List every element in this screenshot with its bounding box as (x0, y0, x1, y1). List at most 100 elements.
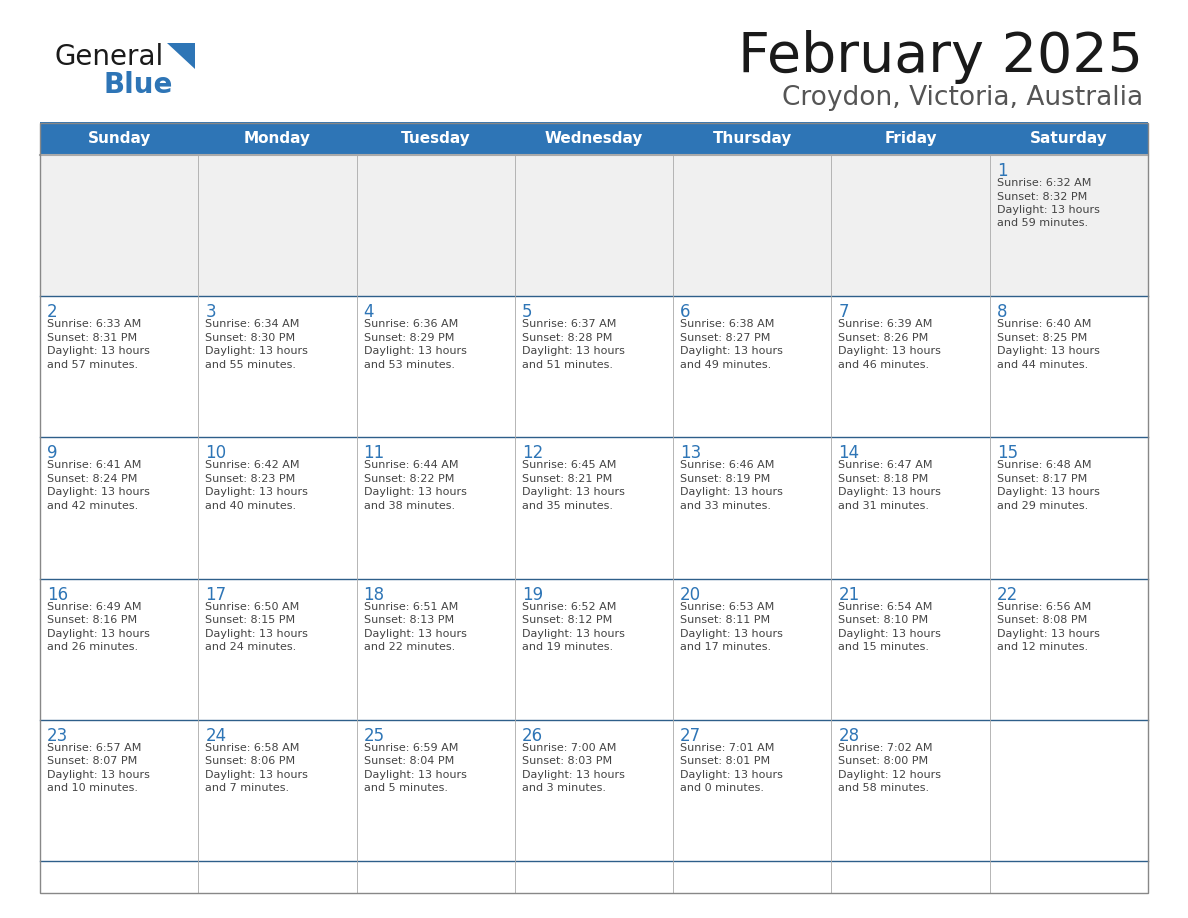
Text: Sunrise: 6:37 AM: Sunrise: 6:37 AM (522, 319, 617, 330)
Bar (514, 155, 674, 297)
Text: Daylight: 13 hours: Daylight: 13 hours (522, 346, 625, 356)
Text: Sunset: 8:25 PM: Sunset: 8:25 PM (997, 332, 1087, 342)
Text: Daylight: 13 hours: Daylight: 13 hours (997, 346, 1100, 356)
Bar (356, 155, 514, 297)
Text: 10: 10 (206, 444, 227, 463)
Text: 9: 9 (48, 444, 57, 463)
Text: Sunset: 8:31 PM: Sunset: 8:31 PM (48, 332, 137, 342)
Text: and 12 minutes.: and 12 minutes. (997, 642, 1088, 652)
Text: and 7 minutes.: and 7 minutes. (206, 783, 290, 793)
Text: Daylight: 13 hours: Daylight: 13 hours (206, 629, 308, 639)
Bar (40, 297, 198, 437)
Bar (514, 578, 674, 720)
Text: Sunset: 8:12 PM: Sunset: 8:12 PM (522, 615, 612, 625)
Bar (832, 578, 990, 720)
Bar (198, 578, 356, 720)
Text: Sunset: 8:03 PM: Sunset: 8:03 PM (522, 756, 612, 767)
Text: Sunrise: 6:46 AM: Sunrise: 6:46 AM (681, 461, 775, 470)
Text: 22: 22 (997, 586, 1018, 604)
Text: Sunset: 8:04 PM: Sunset: 8:04 PM (364, 756, 454, 767)
Text: Sunrise: 6:41 AM: Sunrise: 6:41 AM (48, 461, 141, 470)
Text: Sunset: 8:30 PM: Sunset: 8:30 PM (206, 332, 296, 342)
Text: Sunset: 8:24 PM: Sunset: 8:24 PM (48, 474, 138, 484)
Bar (356, 720, 514, 861)
Text: Sunset: 8:17 PM: Sunset: 8:17 PM (997, 474, 1087, 484)
Bar (832, 155, 990, 297)
Text: Sunset: 8:28 PM: Sunset: 8:28 PM (522, 332, 612, 342)
Bar (990, 297, 1148, 437)
Text: 21: 21 (839, 586, 860, 604)
Text: Daylight: 13 hours: Daylight: 13 hours (206, 346, 308, 356)
Text: and 15 minutes.: and 15 minutes. (839, 642, 929, 652)
Text: Sunrise: 6:56 AM: Sunrise: 6:56 AM (997, 601, 1091, 611)
Text: Sunrise: 6:40 AM: Sunrise: 6:40 AM (997, 319, 1091, 330)
Text: Sunrise: 6:36 AM: Sunrise: 6:36 AM (364, 319, 457, 330)
Bar (40, 123, 1148, 155)
Text: and 44 minutes.: and 44 minutes. (997, 360, 1088, 370)
Text: Sunrise: 6:48 AM: Sunrise: 6:48 AM (997, 461, 1092, 470)
Text: Daylight: 13 hours: Daylight: 13 hours (364, 487, 467, 498)
Bar (356, 437, 514, 578)
Text: 5: 5 (522, 303, 532, 321)
Bar (198, 155, 356, 297)
Text: and 58 minutes.: and 58 minutes. (839, 783, 929, 793)
Text: Sunrise: 6:39 AM: Sunrise: 6:39 AM (839, 319, 933, 330)
Text: and 59 minutes.: and 59 minutes. (997, 218, 1088, 229)
Text: Sunset: 8:07 PM: Sunset: 8:07 PM (48, 756, 138, 767)
Text: Daylight: 13 hours: Daylight: 13 hours (997, 629, 1100, 639)
Text: Daylight: 13 hours: Daylight: 13 hours (997, 487, 1100, 498)
Text: Daylight: 13 hours: Daylight: 13 hours (48, 487, 150, 498)
Text: 20: 20 (681, 586, 701, 604)
Text: Daylight: 13 hours: Daylight: 13 hours (206, 487, 308, 498)
Bar (674, 297, 832, 437)
Bar (674, 720, 832, 861)
Bar (990, 437, 1148, 578)
Text: Sunrise: 6:58 AM: Sunrise: 6:58 AM (206, 743, 299, 753)
Bar (674, 155, 832, 297)
Text: and 22 minutes.: and 22 minutes. (364, 642, 455, 652)
Bar (990, 720, 1148, 861)
Text: Sunset: 8:19 PM: Sunset: 8:19 PM (681, 474, 770, 484)
Text: Sunrise: 6:45 AM: Sunrise: 6:45 AM (522, 461, 617, 470)
Text: and 10 minutes.: and 10 minutes. (48, 783, 138, 793)
Text: Sunrise: 7:02 AM: Sunrise: 7:02 AM (839, 743, 933, 753)
Text: Daylight: 13 hours: Daylight: 13 hours (997, 205, 1100, 215)
Text: Blue: Blue (103, 71, 172, 99)
Text: 13: 13 (681, 444, 701, 463)
Text: Sunset: 8:22 PM: Sunset: 8:22 PM (364, 474, 454, 484)
Text: Croydon, Victoria, Australia: Croydon, Victoria, Australia (782, 85, 1143, 111)
Bar (832, 720, 990, 861)
Text: and 42 minutes.: and 42 minutes. (48, 501, 138, 511)
Text: Sunrise: 6:47 AM: Sunrise: 6:47 AM (839, 461, 933, 470)
Text: Sunrise: 6:57 AM: Sunrise: 6:57 AM (48, 743, 141, 753)
Text: Monday: Monday (244, 131, 311, 147)
Text: Sunrise: 6:34 AM: Sunrise: 6:34 AM (206, 319, 299, 330)
Text: 18: 18 (364, 586, 385, 604)
Text: 25: 25 (364, 727, 385, 744)
Text: Sunrise: 7:01 AM: Sunrise: 7:01 AM (681, 743, 775, 753)
Text: 6: 6 (681, 303, 690, 321)
Text: Tuesday: Tuesday (400, 131, 470, 147)
Text: Friday: Friday (884, 131, 937, 147)
Text: Daylight: 13 hours: Daylight: 13 hours (364, 770, 467, 779)
Text: Daylight: 13 hours: Daylight: 13 hours (839, 487, 941, 498)
Text: Wednesday: Wednesday (545, 131, 643, 147)
Text: February 2025: February 2025 (738, 30, 1143, 84)
Text: 28: 28 (839, 727, 860, 744)
Bar (40, 122, 1148, 126)
Text: 16: 16 (48, 586, 68, 604)
Text: Daylight: 13 hours: Daylight: 13 hours (364, 629, 467, 639)
Bar (198, 720, 356, 861)
Text: Daylight: 13 hours: Daylight: 13 hours (522, 629, 625, 639)
Text: Sunset: 8:26 PM: Sunset: 8:26 PM (839, 332, 929, 342)
Text: Thursday: Thursday (713, 131, 792, 147)
Text: Saturday: Saturday (1030, 131, 1107, 147)
Text: Sunset: 8:27 PM: Sunset: 8:27 PM (681, 332, 771, 342)
Text: 17: 17 (206, 586, 227, 604)
Bar (990, 155, 1148, 297)
Bar (40, 720, 198, 861)
Bar (674, 437, 832, 578)
Text: Daylight: 13 hours: Daylight: 13 hours (681, 346, 783, 356)
Text: 11: 11 (364, 444, 385, 463)
Text: Sunset: 8:13 PM: Sunset: 8:13 PM (364, 615, 454, 625)
